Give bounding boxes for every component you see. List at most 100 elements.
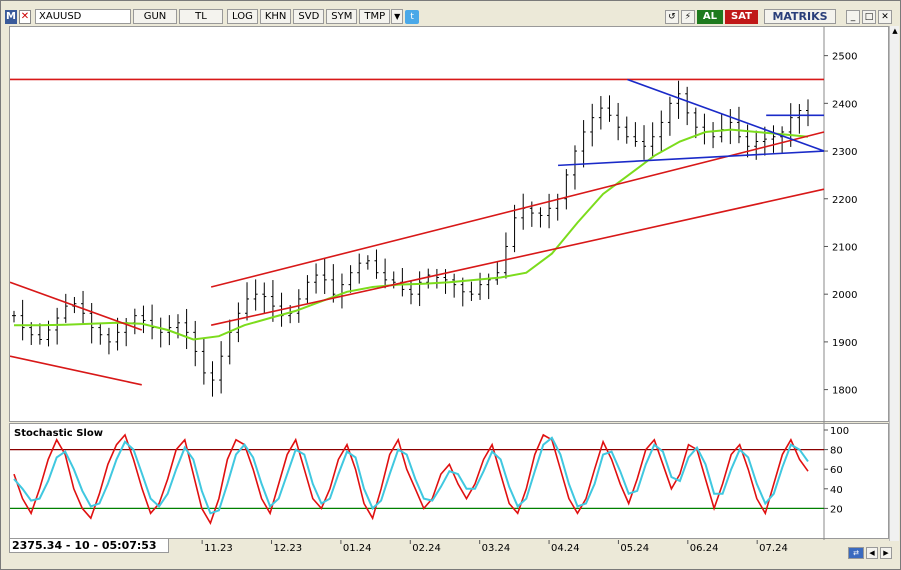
- price-bar: [547, 193, 552, 229]
- navigation-controls: ⇄ ◀ ▶: [848, 547, 892, 559]
- vertical-scrollbar[interactable]: ▲: [889, 26, 899, 541]
- trendline-triangle-bottom: [558, 150, 825, 167]
- toolbar: M ✕ XAUUSD GUN TL LOG KHN SVD SYM TMP ▼ …: [3, 7, 898, 26]
- price-bar: [460, 277, 465, 307]
- menu-button[interactable]: M: [5, 9, 17, 24]
- price-bar: [219, 341, 224, 394]
- price-bar: [736, 106, 741, 144]
- tmp-button[interactable]: TMP: [359, 9, 391, 24]
- scroll-left-icon[interactable]: ◀: [866, 547, 878, 559]
- symbol-input[interactable]: XAUUSD: [35, 9, 131, 24]
- x-tick-label: 02.24: [412, 543, 441, 554]
- price-bar: [659, 110, 664, 153]
- buy-button[interactable]: AL: [696, 9, 723, 24]
- maximize-icon[interactable]: □: [862, 9, 876, 24]
- price-tick-label: 1800: [832, 386, 857, 397]
- price-bar: [538, 207, 543, 228]
- price-bar: [106, 327, 111, 355]
- stochastic-chart[interactable]: Stochastic Slow 20 40 60 80 100: [10, 424, 890, 540]
- price-bar: [245, 282, 250, 321]
- price-bar: [607, 95, 612, 122]
- price-bar: [624, 116, 629, 144]
- x-tick-label: 11.23: [204, 543, 233, 554]
- price-bar: [667, 96, 672, 136]
- refresh-icon[interactable]: ↺: [664, 9, 679, 24]
- price-bar: [426, 268, 431, 289]
- price-tick-label: 1900: [832, 338, 857, 349]
- x-tick-label: 12.23: [274, 543, 303, 554]
- price-chart[interactable]: 1800 1900 2000 2100 2200 2300 2400 2500: [9, 27, 890, 423]
- price-bar: [676, 80, 681, 119]
- sell-button[interactable]: SAT: [725, 9, 758, 24]
- close-window-icon[interactable]: ✕: [878, 9, 892, 24]
- trendline-triangle-top: [627, 78, 825, 152]
- price-bar: [581, 120, 586, 168]
- price-bar: [572, 145, 577, 190]
- price-tick-label: 2300: [832, 147, 857, 158]
- price-tick-label: 2500: [832, 52, 857, 63]
- price-bar: [478, 272, 483, 300]
- price-bar: [158, 317, 163, 348]
- sync-icon[interactable]: ⇄: [848, 547, 864, 559]
- trendline-channel-top-1: [9, 281, 143, 331]
- x-tick-label: 06.24: [690, 543, 719, 554]
- khn-button[interactable]: KHN: [259, 9, 292, 24]
- price-bar: [780, 126, 785, 153]
- price-bar: [693, 107, 698, 139]
- price-bar: [227, 319, 232, 365]
- template-dropdown-icon[interactable]: ▼: [391, 9, 404, 24]
- currency-button[interactable]: TL: [179, 9, 223, 24]
- price-bar: [806, 99, 810, 127]
- price-bar: [12, 310, 16, 323]
- twitter-icon[interactable]: t: [405, 9, 420, 24]
- price-bar: [486, 273, 491, 300]
- price-bar: [417, 271, 422, 307]
- price-bar: [642, 125, 647, 160]
- price-tick-label: 2100: [832, 242, 857, 253]
- price-panel: 1800 1900 2000 2100 2200 2300 2400 2500: [9, 26, 890, 423]
- price-bar: [590, 103, 595, 147]
- price-bar: [797, 104, 802, 134]
- stochastic-panel: Stochastic Slow 20 40 60 80 100: [9, 423, 890, 540]
- trendline-channel-bottom-1: [9, 355, 142, 386]
- x-tick-label: 04.24: [551, 543, 580, 554]
- price-bar: [374, 249, 379, 279]
- stoch-tick-label: 60: [830, 465, 843, 476]
- scroll-up-icon[interactable]: ▲: [892, 27, 898, 35]
- price-bar: [132, 308, 137, 335]
- scroll-right-icon[interactable]: ▶: [880, 547, 892, 559]
- log-button[interactable]: LOG: [227, 9, 258, 24]
- price-bar: [98, 322, 103, 345]
- price-bar: [762, 126, 767, 156]
- x-tick-label: 01.24: [343, 543, 372, 554]
- price-bar: [270, 280, 275, 322]
- minimize-icon[interactable]: _: [846, 9, 860, 24]
- price-bar: [719, 113, 724, 143]
- status-readout: 2375.34 - 10 - 05:07:53: [9, 538, 169, 553]
- price-bar: [633, 122, 638, 147]
- price-bar: [702, 113, 707, 145]
- sym-button[interactable]: SYM: [326, 9, 358, 24]
- trendline-channel-top-2: [210, 131, 825, 288]
- moving-average-line: [14, 128, 809, 341]
- svd-button[interactable]: SVD: [293, 9, 325, 24]
- price-bar: [150, 304, 155, 340]
- price-bar: [305, 275, 310, 305]
- price-bar: [555, 193, 560, 221]
- price-bar: [598, 96, 603, 130]
- price-bar: [685, 86, 690, 126]
- stoch-d-line: [13, 436, 809, 515]
- price-bar: [314, 263, 319, 294]
- price-bar: [434, 268, 439, 289]
- price-bar: [616, 102, 621, 141]
- lightning-icon[interactable]: ⚡: [680, 9, 695, 24]
- price-bar: [365, 255, 370, 270]
- price-bar: [63, 293, 68, 323]
- trendline-channel-bottom-2: [210, 188, 825, 326]
- close-chart-icon[interactable]: ✕: [19, 9, 31, 24]
- price-bar: [728, 109, 733, 145]
- price-bar: [184, 308, 189, 350]
- price-bar: [339, 273, 344, 309]
- period-button[interactable]: GUN: [133, 9, 177, 24]
